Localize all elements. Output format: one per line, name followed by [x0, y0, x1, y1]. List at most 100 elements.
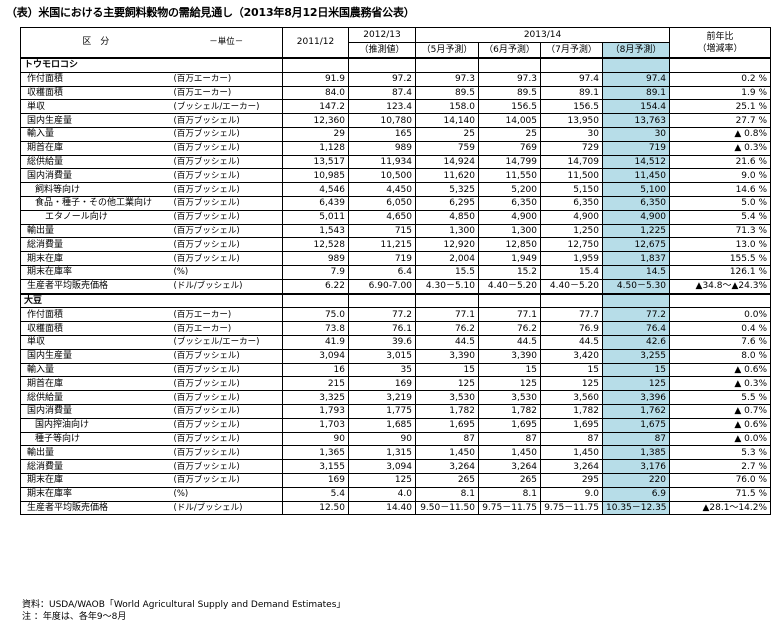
row-unit: (%) [170, 486, 283, 502]
table-cell: 5,325 [415, 182, 479, 197]
table-cell: ▲ 0.7% [669, 403, 772, 419]
row-label: 期首在庫 [20, 376, 171, 392]
section-blank [348, 292, 416, 309]
table-cell: 12,750 [540, 237, 603, 253]
table-cell: 1,315 [348, 445, 416, 461]
table-cell: 8.1 [415, 486, 479, 502]
table-cell: 156.5 [478, 99, 541, 115]
table-cell: 215 [282, 376, 349, 392]
table-cell: 90 [348, 431, 416, 447]
table-cell: 12,528 [282, 237, 349, 253]
row-unit: (百万ブッシェル) [170, 403, 283, 419]
table-cell: 1,450 [540, 445, 603, 461]
table-cell: 1,450 [415, 445, 479, 461]
table-cell: 77.1 [478, 307, 541, 323]
section-blank [282, 56, 349, 73]
row-label: 総供給量 [20, 390, 171, 405]
table-cell: 15 [540, 362, 603, 378]
row-unit: (百万ブッシェル) [170, 431, 283, 447]
header-jun-forecast: （6月予測） [478, 42, 541, 59]
table-cell: 9.75－11.75 [478, 500, 541, 516]
table-cell: 13,763 [601, 113, 671, 128]
table-cell: 9.75－11.75 [540, 500, 603, 516]
table-cell: 1,782 [415, 403, 479, 419]
table-cell: 1,300 [415, 223, 479, 239]
table-cell: 11,215 [348, 237, 416, 253]
row-unit: (百万ブッシェル) [170, 195, 283, 211]
table-cell: 44.5 [540, 334, 603, 350]
row-label: 輸出量 [20, 223, 171, 239]
table-row: 国内生産量 (百万ブッシェル) 12,360 10,780 14,140 14,005 13… [20, 113, 772, 128]
table-cell: 75.0 [282, 307, 349, 323]
table-cell: 759 [415, 140, 479, 156]
table-row: 総消費量 (百万ブッシェル) 3,155 3,094 3,264 3,264 3,264 3,… [20, 459, 772, 474]
table-cell: 125 [540, 376, 603, 392]
table-cell: 13,517 [282, 154, 349, 170]
table-cell: 3,176 [601, 459, 671, 474]
table-row: 輸入量 (百万ブッシェル) 16 35 15 15 15 15 ▲ 0.6% [20, 362, 772, 378]
table-row: 国内生産量 (百万ブッシェル) 3,094 3,015 3,390 3,390 3,420 3… [20, 348, 772, 364]
table-cell: 719 [348, 251, 416, 266]
section-blank [601, 56, 671, 73]
table-cell: 91.9 [282, 71, 349, 87]
table-cell: 6.4 [348, 264, 416, 280]
table-cell: 6.9 [601, 486, 671, 502]
table-row: エタノール向け (百万ブッシェル) 5,011 4,650 4,850 4,900 4,90… [20, 209, 772, 225]
table-cell: 165 [348, 126, 416, 142]
row-unit: (百万ブッシェル) [170, 182, 283, 197]
section-blank [601, 292, 671, 309]
table-cell: 1,300 [478, 223, 541, 239]
header-jul-forecast: （7月予測） [540, 42, 603, 59]
table-row: 期首在庫 (百万ブッシェル) 215 169 125 125 125 125 ▲ 0.3% [20, 376, 772, 392]
table-cell: 989 [282, 251, 349, 266]
table-cell: 14.6 % [669, 182, 772, 197]
header-2011: 2011/12 [282, 27, 349, 59]
table-cell: 9.0 % [669, 168, 772, 184]
table-cell: 12,920 [415, 237, 479, 253]
row-label: 国内生産量 [20, 113, 171, 128]
table-cell: 1,949 [478, 251, 541, 266]
table-cell: 4,450 [348, 182, 416, 197]
table-cell: 6,350 [478, 195, 541, 211]
table-cell: ▲28.1～14.2% [669, 500, 772, 516]
table-cell: 84.0 [282, 85, 349, 101]
table-cell: ▲ 0.6% [669, 362, 772, 378]
table-row: 国内消費量 (百万ブッシェル) 1,793 1,775 1,782 1,782 1,782 1… [20, 403, 772, 419]
row-label: 期末在庫率 [20, 264, 171, 280]
row-label: 作付面積 [20, 307, 171, 323]
table-cell: 158.0 [415, 99, 479, 115]
table-cell: 265 [415, 472, 479, 488]
section-blank [478, 292, 541, 309]
row-label: 種子等向け [20, 431, 171, 447]
header-change: 前年比 （増減率） [669, 27, 772, 59]
table-cell: 3,396 [601, 390, 671, 405]
table-row: 期末在庫 (百万ブッシェル) 169 125 265 265 295 220 76.0 % [20, 472, 772, 488]
row-unit: (百万ブッシェル) [170, 209, 283, 225]
table-cell: 154.4 [601, 99, 671, 115]
table-row: 輸入量 (百万ブッシェル) 29 165 25 25 30 30 ▲ 0.8% [20, 126, 772, 142]
table-cell: 42.6 [601, 334, 671, 350]
table-cell: 1,128 [282, 140, 349, 156]
table-cell: 3,390 [478, 348, 541, 364]
table-cell: 1,837 [601, 251, 671, 266]
header-may-forecast: （5月予測） [415, 42, 479, 59]
row-unit: (百万ブッシェル) [170, 140, 283, 156]
table-cell: 3,264 [415, 459, 479, 474]
table-cell: 2.7 % [669, 459, 772, 474]
row-label: 期末在庫 [20, 472, 171, 488]
table-cell: 5,200 [478, 182, 541, 197]
table-cell: 295 [540, 472, 603, 488]
row-label: 輸入量 [20, 362, 171, 378]
header-category: 区 分 [20, 27, 171, 59]
table-cell: 6,350 [601, 195, 671, 211]
table-row: 収穫面積 (百万エーカー) 84.0 87.4 89.5 89.5 89.1 89.1 1.9 … [20, 85, 772, 101]
row-unit: (百万ブッシェル) [170, 390, 283, 405]
section-blank [540, 56, 603, 73]
table-cell: 1,450 [478, 445, 541, 461]
row-unit: (百万ブッシェル) [170, 126, 283, 142]
table-cell: 5.4 [282, 486, 349, 502]
table-cell: 4.40－5.20 [540, 278, 603, 295]
supply-demand-table: 区 分 －単位－ 2011/12 2012/13 2013/14 前年比 （増減… [20, 27, 772, 516]
table-cell: 71.5 % [669, 486, 772, 502]
